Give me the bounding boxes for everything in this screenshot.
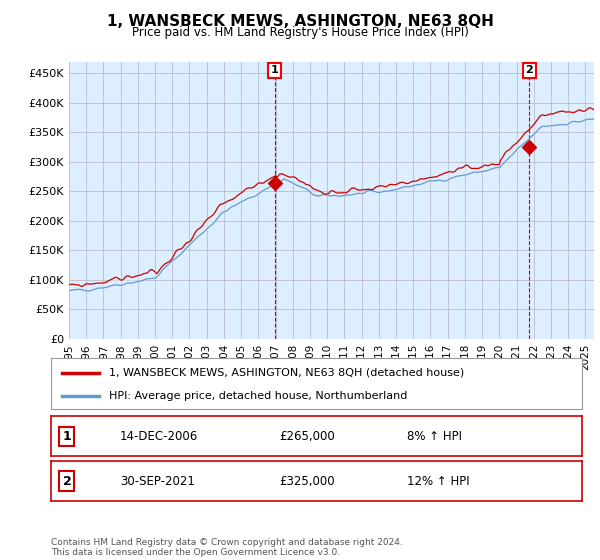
Text: 1, WANSBECK MEWS, ASHINGTON, NE63 8QH (detached house): 1, WANSBECK MEWS, ASHINGTON, NE63 8QH (d… [109,367,464,377]
Text: 2: 2 [526,66,533,76]
Text: £325,000: £325,000 [280,474,335,488]
Point [524,143,534,152]
Text: 8% ↑ HPI: 8% ↑ HPI [407,430,462,443]
Text: 2: 2 [62,474,71,488]
Text: £265,000: £265,000 [280,430,335,443]
Text: HPI: Average price, detached house, Northumberland: HPI: Average price, detached house, Nort… [109,391,408,401]
Text: Price paid vs. HM Land Registry's House Price Index (HPI): Price paid vs. HM Land Registry's House … [131,26,469,39]
Text: 14-DEC-2006: 14-DEC-2006 [120,430,198,443]
Point [270,178,280,187]
Text: Contains HM Land Registry data © Crown copyright and database right 2024.
This d: Contains HM Land Registry data © Crown c… [51,538,403,557]
Text: 12% ↑ HPI: 12% ↑ HPI [407,474,469,488]
Text: 1: 1 [271,66,279,76]
Text: 30-SEP-2021: 30-SEP-2021 [120,474,195,488]
Text: 1: 1 [62,430,71,443]
Text: 1, WANSBECK MEWS, ASHINGTON, NE63 8QH: 1, WANSBECK MEWS, ASHINGTON, NE63 8QH [107,14,493,29]
